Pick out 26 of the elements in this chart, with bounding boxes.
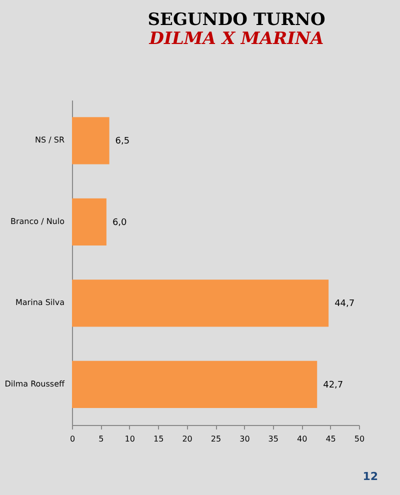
chart-title: SEGUNDO TURNO bbox=[148, 10, 326, 30]
data-label: 6,5 bbox=[115, 136, 130, 147]
x-tick-label: 15 bbox=[154, 434, 164, 444]
x-tick-label: 30 bbox=[240, 434, 250, 444]
chart-subtitle: DILMA X MARINA bbox=[148, 29, 324, 49]
x-tick-label: 35 bbox=[268, 434, 278, 444]
x-tick-label: 10 bbox=[124, 434, 135, 444]
y-tick-label: Branco / Nulo bbox=[10, 216, 65, 226]
x-tick-label: 50 bbox=[354, 434, 365, 444]
bar bbox=[72, 117, 110, 164]
data-label: 6,0 bbox=[112, 218, 128, 228]
x-tick-label: 5 bbox=[98, 434, 104, 444]
bar bbox=[72, 198, 106, 246]
data-label: 44,7 bbox=[334, 299, 355, 310]
x-tick-label: 40 bbox=[297, 434, 308, 444]
bar bbox=[72, 360, 318, 408]
text: 12 bbox=[362, 470, 378, 483]
x-tick-label: 20 bbox=[182, 434, 192, 444]
x-tick-label: 45 bbox=[326, 434, 336, 444]
y-tick-label: NS / SR bbox=[35, 136, 65, 145]
data-label: 42,7 bbox=[323, 380, 344, 390]
x-tick-label: 25 bbox=[210, 434, 222, 444]
y-tick-label: Dilma Rousseff bbox=[4, 379, 65, 388]
x-tick-label: 0 bbox=[70, 434, 76, 444]
bar bbox=[72, 280, 329, 327]
y-tick-label: Marina Silva bbox=[16, 298, 65, 308]
